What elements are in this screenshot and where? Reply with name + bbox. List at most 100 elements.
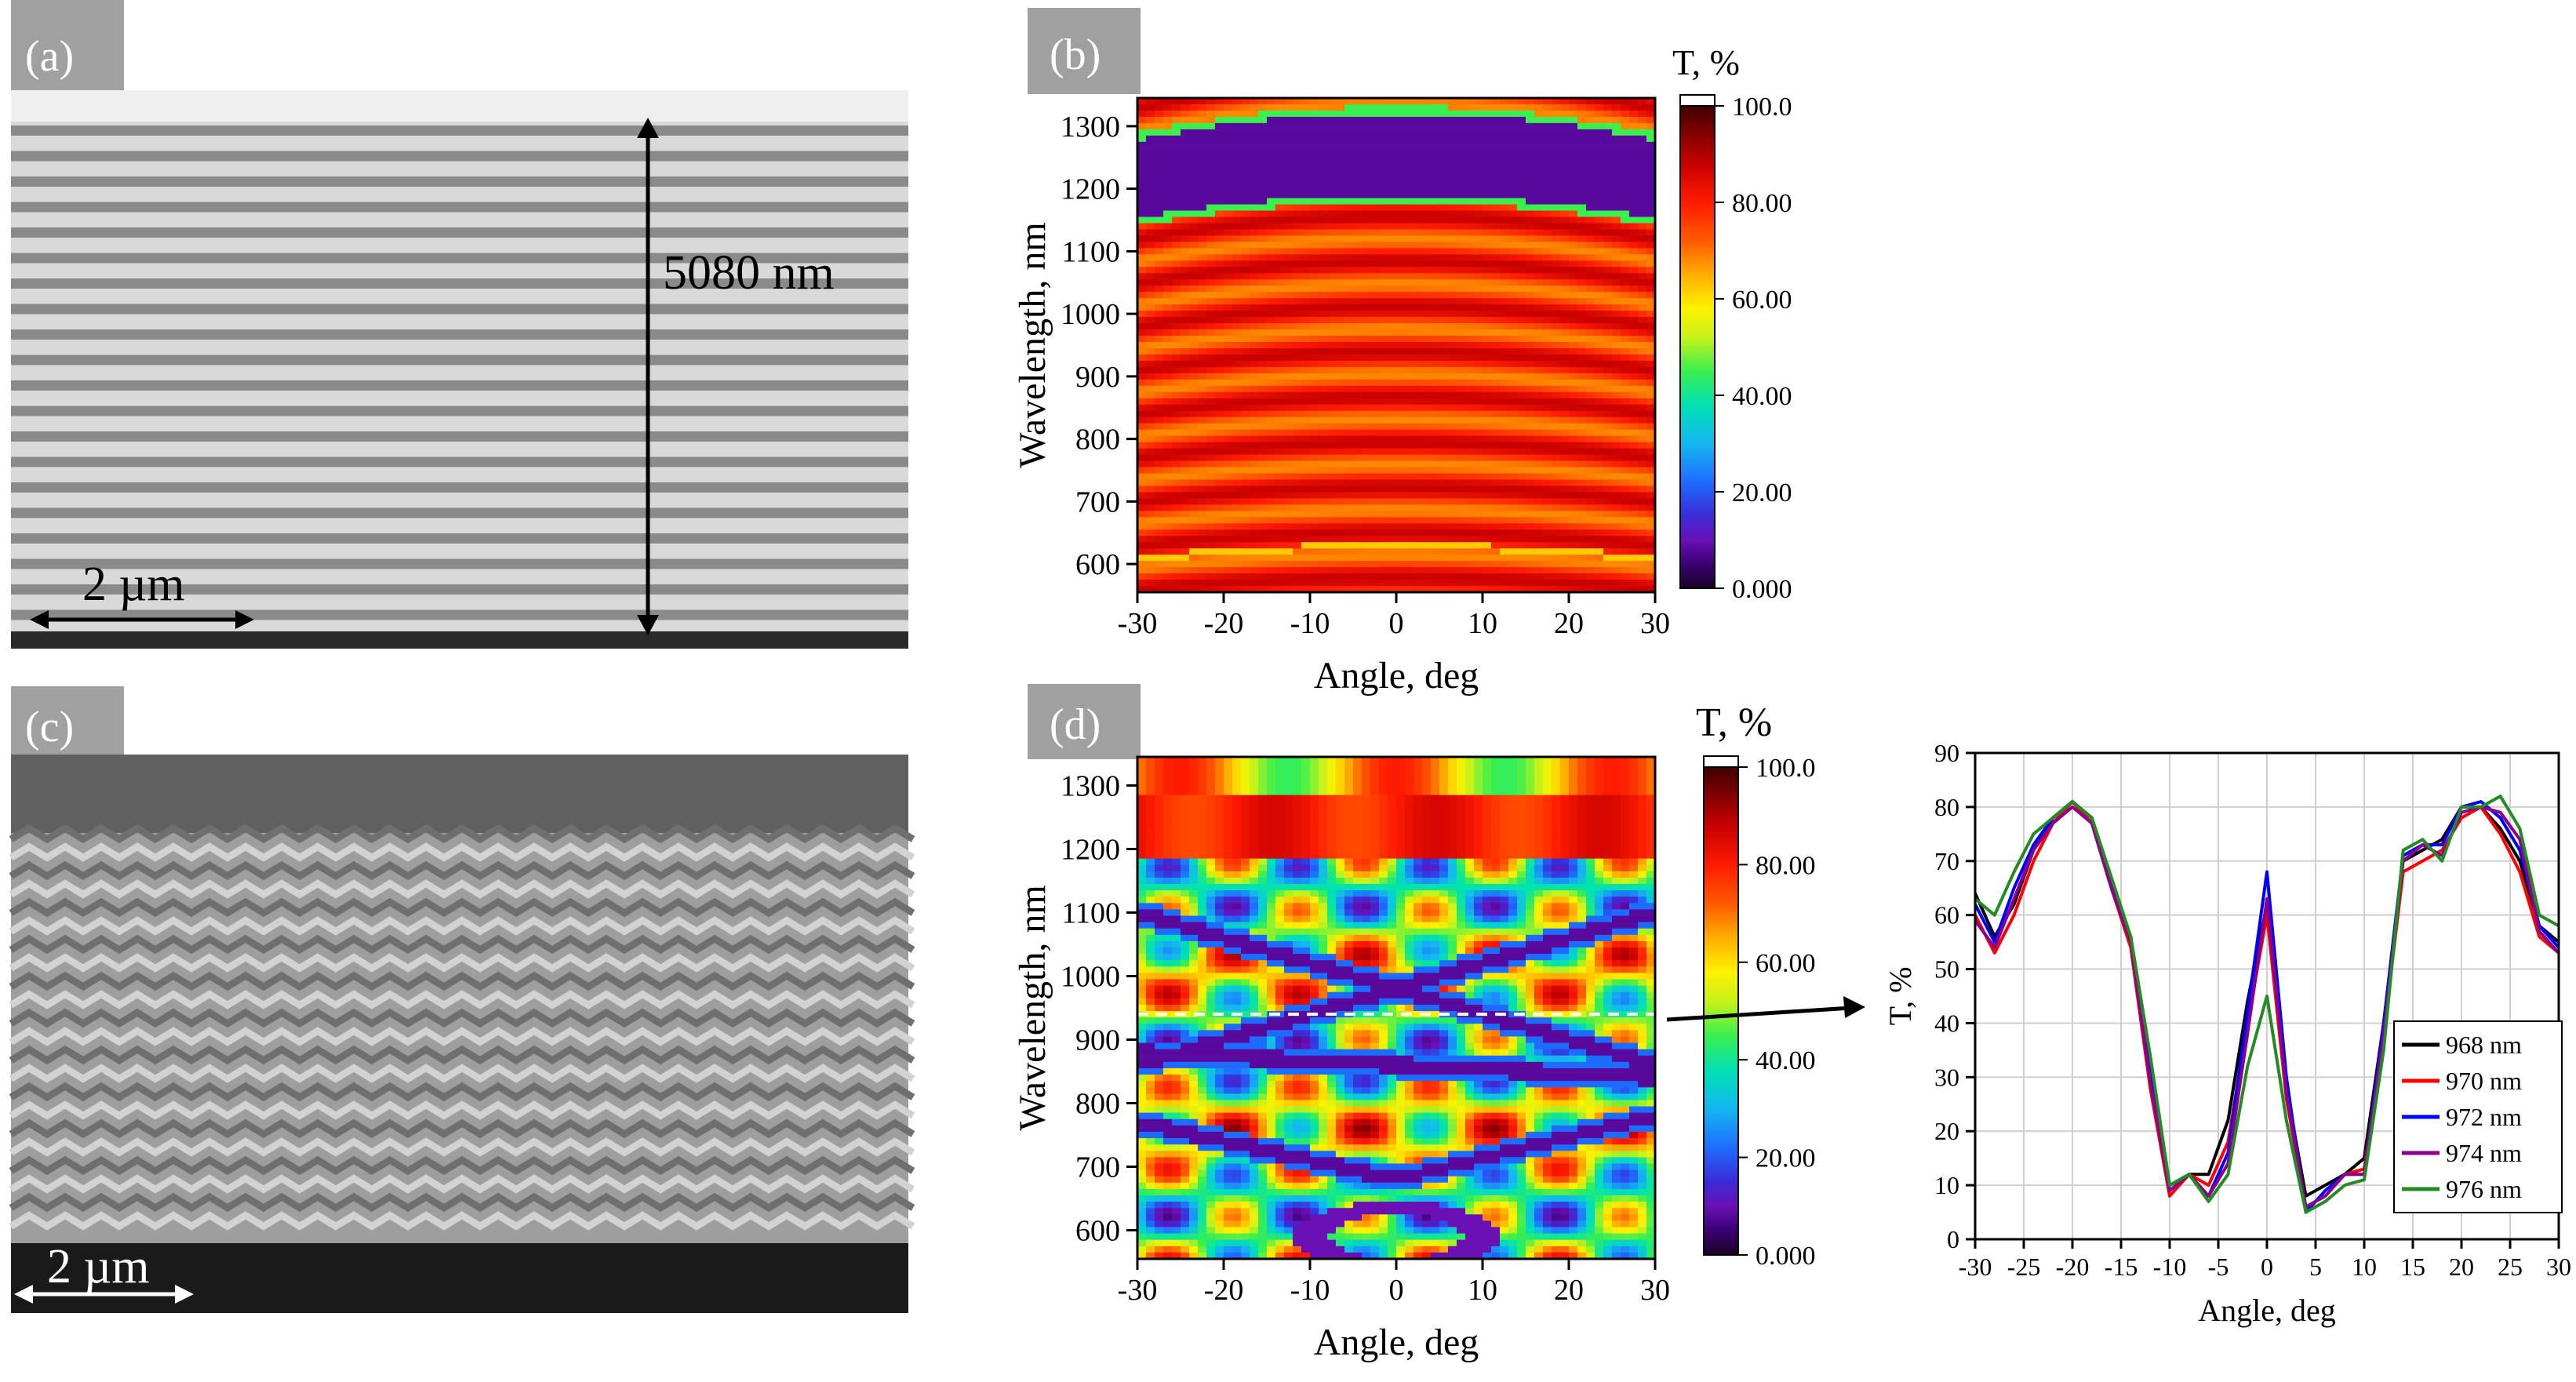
heat-cell — [1344, 329, 1354, 336]
heat-cell — [1508, 179, 1518, 187]
heat-cell — [1465, 373, 1475, 380]
heat-cell — [1422, 242, 1432, 249]
heat-cell — [1310, 573, 1319, 580]
heat-cell — [1431, 279, 1440, 286]
heat-cell — [1327, 229, 1337, 237]
heat-cell — [1163, 479, 1173, 487]
heat-cell — [1603, 467, 1613, 475]
heat-cell — [1526, 311, 1535, 318]
heat-cell — [1543, 285, 1552, 293]
heat-cell — [1465, 467, 1475, 475]
heat-cell — [1353, 166, 1363, 174]
heat-cell — [1414, 492, 1423, 499]
heat-cell — [1370, 342, 1380, 349]
heat-cell — [1137, 448, 1147, 456]
heat-cell — [1137, 435, 1147, 443]
heat-cell — [1293, 523, 1302, 530]
heat-cell — [1638, 185, 1647, 193]
heat-cell — [1137, 1144, 1147, 1151]
heat-cell — [1198, 154, 1207, 162]
heat-cell — [1155, 242, 1164, 249]
heat-cell — [1621, 223, 1630, 231]
heat-cell — [1621, 561, 1630, 568]
heat-cell — [1336, 555, 1345, 562]
heat-cell — [1422, 179, 1432, 187]
heat-cell — [1310, 185, 1319, 193]
heat-cell — [1439, 555, 1449, 562]
heat-cell — [1414, 580, 1423, 587]
heat-cell — [1474, 410, 1483, 418]
heat-cell — [1293, 147, 1302, 155]
heat-cell — [1629, 347, 1639, 355]
heat-cell — [1301, 98, 1311, 105]
heat-cell — [1267, 404, 1276, 412]
heat-cell — [1319, 110, 1328, 118]
heat-cell — [1344, 323, 1354, 330]
heat-cell — [1146, 966, 1155, 974]
heat-cell — [1301, 329, 1311, 336]
heat-cell — [1552, 235, 1561, 243]
heat-cell — [1577, 260, 1587, 267]
heat-cell — [1621, 104, 1630, 111]
heat-cell — [1517, 347, 1526, 355]
heat-cell — [1422, 273, 1432, 280]
heat-cell — [1612, 223, 1621, 231]
heat-cell — [1172, 573, 1181, 580]
heat-cell — [1552, 385, 1561, 393]
heat-cell — [1603, 460, 1613, 468]
heat-cell — [1379, 473, 1388, 481]
heat-cell — [1146, 292, 1155, 299]
heat-cell — [1181, 267, 1190, 274]
heat-cell — [1353, 122, 1363, 130]
heat-cell — [1552, 311, 1561, 318]
heat-cell — [1646, 260, 1655, 267]
heat-cell — [1163, 423, 1173, 431]
heat-cell — [1241, 147, 1250, 155]
heat-cell — [1362, 410, 1371, 418]
heat-cell — [1534, 373, 1544, 380]
heat-cell — [1457, 567, 1466, 574]
heat-cell — [1569, 561, 1578, 568]
heat-cell — [1517, 191, 1526, 199]
heat-cell — [1258, 536, 1268, 543]
heat-cell — [1241, 129, 1250, 136]
heat-cell — [1301, 580, 1311, 587]
heat-cell — [1491, 154, 1501, 162]
heat-cell — [1595, 135, 1604, 143]
heat-cell — [1422, 154, 1432, 162]
heat-cell — [1146, 342, 1155, 349]
heat-cell — [1284, 479, 1293, 487]
heat-cell — [1370, 179, 1380, 187]
heat-cell — [1336, 110, 1345, 118]
heat-cell — [1319, 173, 1328, 180]
heat-cell — [1344, 542, 1354, 549]
heat-cell — [1319, 185, 1328, 193]
heat-cell — [1474, 548, 1483, 555]
sem-zigzag-layer — [9, 916, 915, 936]
heat-cell — [1215, 410, 1224, 418]
heat-cell — [1508, 260, 1518, 267]
heat-cell — [1206, 198, 1216, 205]
heat-cell — [1137, 360, 1147, 368]
heat-cell — [1319, 423, 1328, 431]
heat-cell — [1491, 311, 1501, 318]
heat-cell — [1638, 366, 1647, 374]
heat-cell — [1629, 191, 1639, 199]
heat-cell — [1569, 173, 1578, 180]
heat-cell — [1353, 360, 1363, 368]
heat-cell — [1612, 429, 1621, 437]
heat-cell — [1621, 580, 1630, 587]
heat-cell — [1422, 323, 1432, 330]
heat-cell — [1448, 267, 1457, 274]
heat-cell — [1137, 1093, 1147, 1101]
heat-cell — [1215, 304, 1224, 311]
heat-cell — [1310, 416, 1319, 424]
heat-cell — [1500, 223, 1509, 231]
heat-cell — [1137, 479, 1147, 487]
heat-cell — [1336, 210, 1345, 218]
heat-cell — [1646, 342, 1655, 349]
heat-cell — [1414, 429, 1423, 437]
heat-cell — [1552, 498, 1561, 505]
heat-cell — [1198, 391, 1207, 399]
